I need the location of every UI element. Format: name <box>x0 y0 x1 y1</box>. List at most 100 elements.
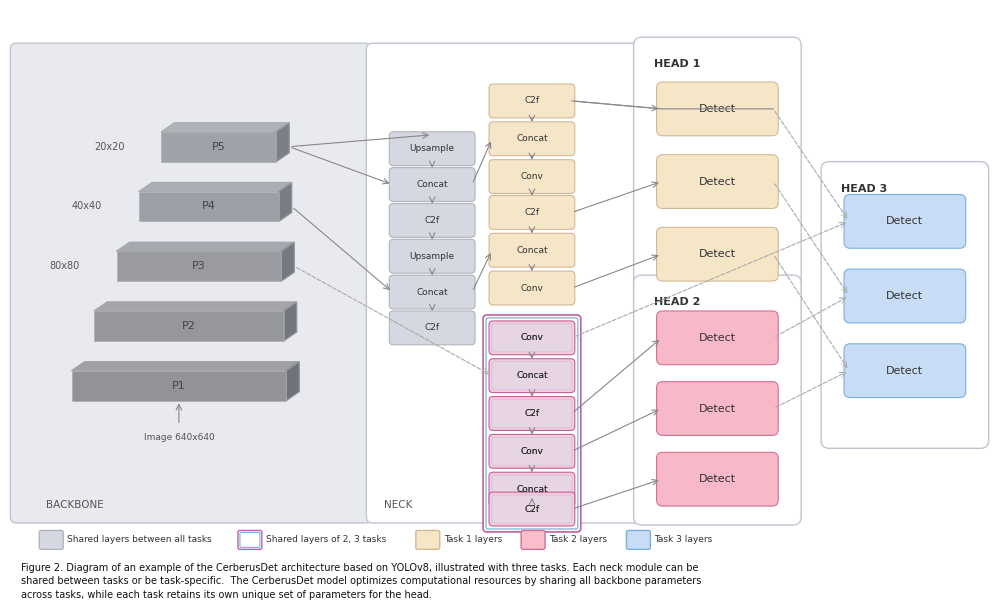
FancyBboxPatch shape <box>626 530 650 550</box>
Text: Concat: Concat <box>417 288 448 296</box>
Text: shared between tasks or be task-specific.  The CerberusDet model optimizes compu: shared between tasks or be task-specific… <box>21 576 701 586</box>
Polygon shape <box>279 182 292 221</box>
FancyBboxPatch shape <box>656 155 779 208</box>
Text: C2f: C2f <box>524 409 539 418</box>
Polygon shape <box>277 123 290 162</box>
FancyBboxPatch shape <box>633 37 802 324</box>
Text: Conv: Conv <box>520 172 543 181</box>
Text: Concat: Concat <box>516 485 548 494</box>
FancyBboxPatch shape <box>390 239 475 273</box>
FancyBboxPatch shape <box>483 315 581 532</box>
FancyBboxPatch shape <box>489 196 575 229</box>
Text: HEAD 1: HEAD 1 <box>653 59 700 69</box>
Text: Conv: Conv <box>520 284 543 293</box>
Text: Conv: Conv <box>520 333 543 342</box>
FancyBboxPatch shape <box>492 399 572 427</box>
Polygon shape <box>72 371 287 401</box>
FancyBboxPatch shape <box>390 275 475 309</box>
Text: Figure 2. Diagram of an example of the CerberusDet architecture based on YOLOv8,: Figure 2. Diagram of an example of the C… <box>21 563 698 573</box>
FancyBboxPatch shape <box>390 132 475 165</box>
FancyBboxPatch shape <box>492 475 572 503</box>
Text: Detect: Detect <box>698 404 735 413</box>
FancyBboxPatch shape <box>489 396 575 430</box>
Text: Conv: Conv <box>520 447 543 456</box>
Text: P5: P5 <box>211 142 225 152</box>
Text: Concat: Concat <box>417 180 448 189</box>
Text: C2f: C2f <box>425 216 440 225</box>
Text: Detect: Detect <box>887 216 924 227</box>
Text: Detect: Detect <box>698 176 735 187</box>
FancyBboxPatch shape <box>237 530 262 550</box>
FancyBboxPatch shape <box>489 84 575 118</box>
Text: Task 2 layers: Task 2 layers <box>549 536 607 544</box>
FancyBboxPatch shape <box>844 269 966 323</box>
Text: C2f: C2f <box>524 505 539 513</box>
FancyBboxPatch shape <box>390 311 475 345</box>
FancyBboxPatch shape <box>656 452 779 506</box>
FancyBboxPatch shape <box>489 233 575 267</box>
Polygon shape <box>139 191 279 221</box>
Text: P1: P1 <box>172 381 185 391</box>
FancyBboxPatch shape <box>656 82 779 136</box>
FancyBboxPatch shape <box>489 122 575 156</box>
FancyBboxPatch shape <box>492 362 572 390</box>
FancyBboxPatch shape <box>10 43 372 523</box>
Text: 40x40: 40x40 <box>72 201 102 211</box>
Text: P3: P3 <box>192 261 205 271</box>
FancyBboxPatch shape <box>416 530 440 550</box>
Text: C2f: C2f <box>425 324 440 332</box>
Text: Detect: Detect <box>887 291 924 301</box>
Text: Concat: Concat <box>516 246 548 255</box>
Text: Detect: Detect <box>698 474 735 484</box>
Text: Task 3 layers: Task 3 layers <box>654 536 712 544</box>
Polygon shape <box>287 362 299 401</box>
Text: Detect: Detect <box>887 365 924 376</box>
Text: Upsample: Upsample <box>410 251 455 261</box>
Text: Concat: Concat <box>516 371 548 380</box>
Polygon shape <box>284 302 297 341</box>
Text: Conv: Conv <box>520 447 543 456</box>
Polygon shape <box>116 242 294 251</box>
FancyBboxPatch shape <box>390 168 475 201</box>
FancyBboxPatch shape <box>844 344 966 398</box>
Text: 80x80: 80x80 <box>49 261 80 271</box>
FancyBboxPatch shape <box>492 495 572 523</box>
Text: Detect: Detect <box>698 333 735 343</box>
FancyBboxPatch shape <box>492 438 572 465</box>
Text: Concat: Concat <box>516 485 548 494</box>
Text: Concat: Concat <box>516 371 548 380</box>
FancyBboxPatch shape <box>489 321 575 355</box>
FancyBboxPatch shape <box>489 359 575 393</box>
Text: 20x20: 20x20 <box>94 142 125 152</box>
Polygon shape <box>94 311 284 341</box>
Text: P4: P4 <box>201 201 215 211</box>
FancyBboxPatch shape <box>521 530 545 550</box>
FancyBboxPatch shape <box>390 204 475 238</box>
Text: Conv: Conv <box>520 333 543 342</box>
Polygon shape <box>72 362 299 371</box>
Text: C2f: C2f <box>524 505 539 513</box>
Polygon shape <box>161 123 290 132</box>
FancyBboxPatch shape <box>367 43 677 523</box>
Polygon shape <box>161 132 277 162</box>
FancyBboxPatch shape <box>656 227 779 281</box>
Text: P2: P2 <box>182 321 195 331</box>
Text: C2f: C2f <box>524 96 539 105</box>
FancyBboxPatch shape <box>656 311 779 365</box>
Polygon shape <box>94 302 297 311</box>
FancyBboxPatch shape <box>633 275 802 525</box>
Polygon shape <box>282 242 294 281</box>
Text: Concat: Concat <box>516 135 548 143</box>
Text: C2f: C2f <box>524 208 539 217</box>
Text: C2f: C2f <box>524 409 539 418</box>
FancyBboxPatch shape <box>844 195 966 248</box>
Text: across tasks, while each task retains its own unique set of parameters for the h: across tasks, while each task retains it… <box>21 590 432 600</box>
Polygon shape <box>139 182 292 191</box>
FancyBboxPatch shape <box>489 472 575 506</box>
FancyBboxPatch shape <box>489 492 575 526</box>
Text: Shared layers of 2, 3 tasks: Shared layers of 2, 3 tasks <box>266 536 386 544</box>
FancyBboxPatch shape <box>39 530 63 550</box>
Text: Detect: Detect <box>698 249 735 259</box>
FancyBboxPatch shape <box>489 271 575 305</box>
Text: Detect: Detect <box>698 104 735 114</box>
